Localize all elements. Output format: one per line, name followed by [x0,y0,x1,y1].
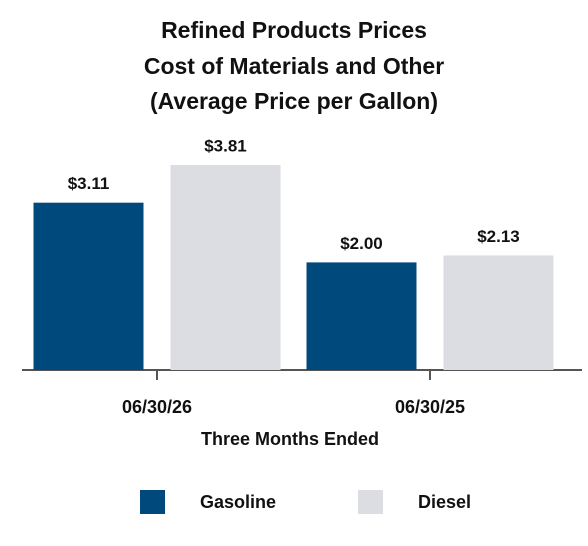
legend-swatch [358,490,383,514]
value-label: $3.81 [204,137,247,156]
x-tick-label: 06/30/26 [122,397,192,417]
x-axis-label: Three Months Ended [201,429,379,449]
value-label: $3.11 [68,174,110,193]
chart-title: (Average Price per Gallon) [150,88,438,114]
bar [443,255,554,370]
legend-label: Gasoline [200,492,276,512]
bar [306,262,417,370]
legend-swatch [140,490,165,514]
value-label: $2.00 [340,234,383,253]
bar [33,202,144,370]
legend-label: Diesel [418,492,471,512]
value-label: $2.13 [477,227,520,246]
chart-title: Cost of Materials and Other [144,53,444,79]
bar [170,165,281,370]
x-tick-label: 06/30/25 [395,397,465,417]
chart-title: Refined Products Prices [161,17,427,43]
